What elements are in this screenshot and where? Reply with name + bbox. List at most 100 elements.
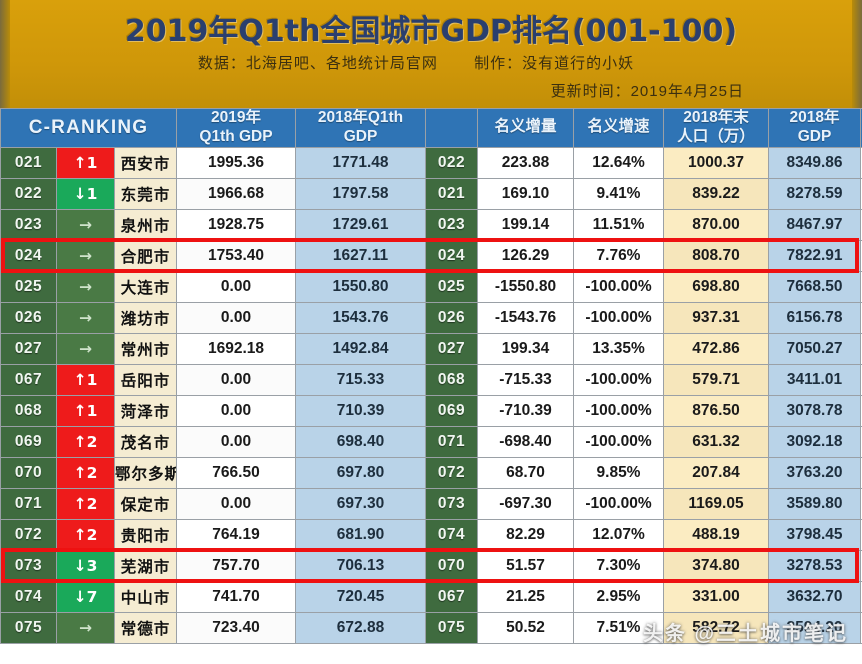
cell-gdp-2018-full: 3594.20 bbox=[768, 611, 861, 644]
table-row[interactable]: 070↑2鄂尔多斯市766.50697.8007268.709.85%207.8… bbox=[0, 456, 862, 489]
cell-gdp-2019q1: 723.40 bbox=[176, 611, 296, 644]
cell-nominal-growth-rate: -100.00% bbox=[573, 301, 664, 334]
cell-previous-rank: 021 bbox=[425, 177, 478, 210]
cell-rank-change: → bbox=[56, 332, 115, 365]
cell-gdp-2018q1: 697.80 bbox=[295, 456, 426, 489]
table-row[interactable]: 071 ↑2 保定市 0.00 697.30 073 -697.30 -100.00% 1169… bbox=[0, 487, 862, 520]
cell-gdp-2019q1: 764.19 bbox=[176, 518, 296, 551]
cell-city-name: 茂名市 bbox=[114, 425, 177, 458]
page-title: 2019年Q1th全国城市GDP排名(001-100) bbox=[124, 14, 738, 49]
cell-gdp-2019q1: 0.00 bbox=[176, 363, 296, 396]
cell-gdp-2018-full: 7822.91 bbox=[768, 239, 861, 272]
cell-gdp-2018q1: 1492.84 bbox=[295, 332, 426, 365]
table-row[interactable]: 075 → 常德市 723.40 672.88 075 50.52 7.51% 582.72 35… bbox=[0, 611, 862, 644]
cell-gdp-2018-full: 3589.80 bbox=[768, 487, 861, 520]
table-row[interactable]: 069 ↑2 茂名市 0.00 698.40 071 -698.40 -100.00% 631.… bbox=[0, 425, 862, 458]
cell-city-name: 鄂尔多斯市 bbox=[114, 456, 177, 489]
table-row[interactable]: 068 ↑1 菏泽市 0.00 710.39 069 -710.39 -100.00% 876.… bbox=[0, 394, 862, 427]
cell-nominal-growth-rate: 12.07% bbox=[573, 518, 664, 551]
cell-gdp-2018-full: 3763.20 bbox=[768, 456, 861, 489]
cell-nominal-increment: -698.40 bbox=[477, 425, 574, 458]
header-population: 2018年末 人口（万） bbox=[663, 108, 769, 148]
header-row: C-RANKING 2019年 Q1th GDP 2018年Q1th GDP 名… bbox=[0, 108, 862, 148]
cell-population: 870.00 bbox=[663, 208, 769, 241]
header-gdp-2018-full-line2: GDP bbox=[797, 127, 832, 145]
cell-nominal-growth-rate: -100.00% bbox=[573, 363, 664, 396]
cell-nominal-increment: 223.88 bbox=[477, 146, 574, 179]
ranking-table-wrap: C-RANKING 2019年 Q1th GDP 2018年Q1th GDP 名… bbox=[0, 108, 862, 644]
table-row[interactable]: 023 → 泉州市 1928.75 1729.61 023 199.14 11.51% 870.… bbox=[0, 208, 862, 241]
cell-nominal-increment: -715.33 bbox=[477, 363, 574, 396]
cell-gdp-2019q1: 766.50 bbox=[176, 456, 296, 489]
cell-previous-rank: 072 bbox=[425, 456, 478, 489]
cell-gdp-2018-full: 3632.70 bbox=[768, 580, 861, 613]
table-row[interactable]: 025 → 大连市 0.00 1550.80 025 -1550.80 -100.00% 698… bbox=[0, 270, 862, 303]
data-source-label: 数据：北海居吧、各地统计局官网 bbox=[197, 55, 438, 72]
header-gdp-2019q1-line1: 2019年 bbox=[211, 109, 261, 126]
header-nominal-growth-rate: 名义增速 bbox=[573, 108, 664, 148]
header-gdp-2019q1: 2019年 Q1th GDP bbox=[176, 108, 296, 148]
cell-gdp-2018q1: 715.33 bbox=[295, 363, 426, 396]
cell-population: 331.00 bbox=[663, 580, 769, 613]
cell-gdp-2018-full: 3411.01 bbox=[768, 363, 861, 396]
cell-gdp-2018q1: 1543.76 bbox=[295, 301, 426, 334]
cell-nominal-growth-rate: 9.41% bbox=[573, 177, 664, 210]
cell-city-name: 常州市 bbox=[114, 332, 177, 365]
cell-rank: 075 bbox=[0, 611, 57, 644]
cell-gdp-2018q1: 1627.11 bbox=[295, 239, 426, 272]
cell-city-name: 潍坊市 bbox=[114, 301, 177, 334]
cell-rank: 067 bbox=[0, 363, 57, 396]
cell-gdp-2019q1: 741.70 bbox=[176, 580, 296, 613]
cell-population: 937.31 bbox=[663, 301, 769, 334]
table-row[interactable]: 027 → 常州市 1692.18 1492.84 027 199.34 13.35% 472.… bbox=[0, 332, 862, 365]
cell-gdp-2019q1: 0.00 bbox=[176, 301, 296, 334]
cell-population: 876.50 bbox=[663, 394, 769, 427]
cell-population: 1169.05 bbox=[663, 487, 769, 520]
cell-gdp-2019q1: 0.00 bbox=[176, 394, 296, 427]
cell-gdp-2019q1: 757.70 bbox=[176, 549, 296, 582]
cell-rank: 026 bbox=[0, 301, 57, 334]
header-gdp-2018-full-line1: 2018年 bbox=[789, 109, 840, 126]
cell-nominal-increment: 126.29 bbox=[477, 239, 574, 272]
header-population-line2: 人口（万） bbox=[677, 127, 755, 145]
cell-nominal-growth-rate: 7.76% bbox=[573, 239, 664, 272]
cell-city-name: 西安市 bbox=[114, 146, 177, 179]
cell-previous-rank: 070 bbox=[425, 549, 478, 582]
header-gdp-2018q1-line1: 2018年Q1th bbox=[317, 109, 404, 126]
cell-rank-change: → bbox=[56, 301, 115, 334]
cell-rank: 070 bbox=[0, 456, 57, 489]
table-row[interactable]: 067 ↑1 岳阳市 0.00 715.33 068 -715.33 -100.00% 579.… bbox=[0, 363, 862, 396]
header-c-ranking: C-RANKING bbox=[0, 108, 177, 148]
table-row[interactable]: 021 ↑1 西安市 1995.36 1771.48 022 223.88 12.64% 100… bbox=[0, 146, 862, 179]
cell-nominal-increment: -697.30 bbox=[477, 487, 574, 520]
cell-gdp-2018-full: 3798.45 bbox=[768, 518, 861, 551]
table-row[interactable]: 073 ↓3 芜湖市 757.70 706.13 070 51.57 7.30% 374.80 3… bbox=[0, 549, 862, 582]
cell-city-name: 合肥市 bbox=[114, 239, 177, 272]
cell-nominal-increment: 68.70 bbox=[477, 456, 574, 489]
cell-rank-change: ↓3 bbox=[56, 549, 115, 582]
cell-previous-rank: 069 bbox=[425, 394, 478, 427]
cell-previous-rank: 068 bbox=[425, 363, 478, 396]
header-prev-rank bbox=[425, 108, 478, 148]
cell-gdp-2018-full: 7668.50 bbox=[768, 270, 861, 303]
table-row[interactable]: 074 ↓7 中山市 741.70 720.45 067 21.25 2.95% 331.00 3… bbox=[0, 580, 862, 613]
cell-gdp-2018q1: 698.40 bbox=[295, 425, 426, 458]
table-row[interactable]: 022 ↓1 东莞市 1966.68 1797.58 021 169.10 9.41% 839.… bbox=[0, 177, 862, 210]
cell-city-name: 中山市 bbox=[114, 580, 177, 613]
table-row[interactable]: 026 → 潍坊市 0.00 1543.76 026 -1543.76 -100.00% 937… bbox=[0, 301, 862, 334]
cell-rank: 025 bbox=[0, 270, 57, 303]
cell-nominal-increment: 21.25 bbox=[477, 580, 574, 613]
cell-rank-change: ↑2 bbox=[56, 518, 115, 551]
cell-previous-rank: 071 bbox=[425, 425, 478, 458]
table-row[interactable]: 024 → 合肥市 1753.40 1627.11 024 126.29 7.76% 808.7… bbox=[0, 239, 862, 272]
cell-nominal-increment: 169.10 bbox=[477, 177, 574, 210]
cell-previous-rank: 067 bbox=[425, 580, 478, 613]
cell-gdp-2019q1: 1966.68 bbox=[176, 177, 296, 210]
cell-population: 207.84 bbox=[663, 456, 769, 489]
cell-rank-change: ↑1 bbox=[56, 363, 115, 396]
cell-city-name: 泉州市 bbox=[114, 208, 177, 241]
cell-population: 582.72 bbox=[663, 611, 769, 644]
table-row[interactable]: 072 ↑2 贵阳市 764.19 681.90 074 82.29 12.07% 488.19… bbox=[0, 518, 862, 551]
cell-gdp-2018-full: 8467.97 bbox=[768, 208, 861, 241]
header-gdp-2018q1: 2018年Q1th GDP bbox=[295, 108, 426, 148]
